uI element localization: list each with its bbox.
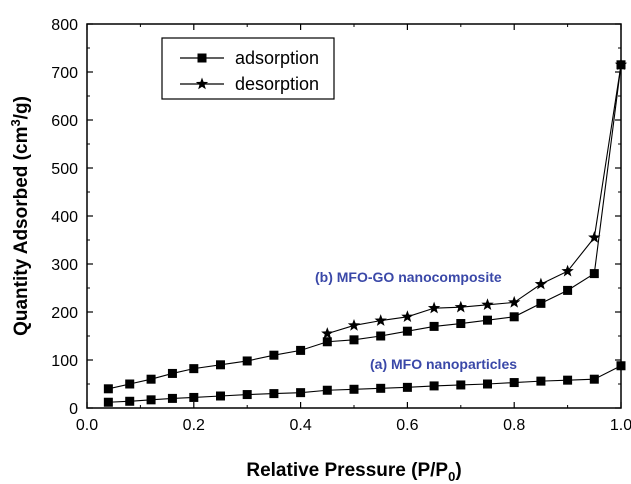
- data-point-desorption: [534, 277, 548, 290]
- data-point-adsorption: [167, 393, 177, 403]
- data-point-adsorption: [103, 397, 113, 407]
- data-point-adsorption: [349, 335, 359, 345]
- y-tick-label: 800: [51, 17, 78, 34]
- data-point-adsorption: [536, 376, 546, 386]
- data-point-desorption: [401, 310, 414, 323]
- legend-marker-adsorption: [197, 53, 207, 63]
- legend-star-shape: [195, 77, 209, 90]
- data-point-adsorption: [456, 319, 466, 329]
- data-point-adsorption: [216, 360, 225, 370]
- data-point-adsorption: [509, 312, 519, 322]
- data-point-adsorption: [456, 380, 466, 390]
- legend-label-desorption: desorption: [235, 74, 319, 94]
- data-point-adsorption: [616, 361, 626, 371]
- y-tick-label: 100: [51, 353, 78, 370]
- data-point-adsorption: [189, 392, 199, 402]
- data-point-adsorption: [483, 315, 492, 325]
- data-point-adsorption: [167, 368, 177, 378]
- y-tick-label: 700: [51, 65, 78, 82]
- legend: adsorption desorption: [161, 37, 335, 100]
- data-point-adsorption: [402, 382, 412, 392]
- x-axis-title: Relative Pressure (P/P0): [246, 460, 461, 484]
- data-point-adsorption: [349, 384, 359, 394]
- data-point-adsorption: [216, 391, 225, 401]
- data-point-adsorption: [146, 374, 156, 384]
- y-axis-title-sup: 3: [8, 119, 23, 126]
- data-point-desorption: [588, 231, 601, 243]
- data-point-adsorption: [242, 390, 252, 400]
- data-point-adsorption: [589, 269, 599, 279]
- data-point-adsorption: [563, 375, 573, 385]
- y-tick-label: 500: [51, 161, 78, 178]
- series-line-adsorption: [108, 64, 622, 390]
- data-point-adsorption: [269, 350, 279, 360]
- data-point-adsorption: [103, 384, 113, 394]
- data-point-desorption: [427, 301, 441, 314]
- y-tick-label: 300: [51, 257, 78, 274]
- annotation-mfo-go: (b) MFO-GO nanocomposite: [315, 269, 502, 285]
- data-point-adsorption: [242, 356, 252, 366]
- x-tick-label: 0.8: [503, 417, 525, 434]
- data-point-adsorption: [296, 388, 306, 398]
- x-tick-label: 0.0: [76, 417, 98, 434]
- data-point-adsorption: [483, 379, 492, 389]
- annotation-mfo: (a) MFO nanoparticles: [370, 356, 517, 372]
- y-tick-label: 0: [69, 401, 78, 418]
- legend-box: [161, 37, 335, 100]
- data-point-adsorption: [589, 374, 599, 384]
- y-axis-title: Quantity Adsorbed (cm3/g): [8, 96, 32, 336]
- data-point-desorption: [454, 300, 467, 313]
- axis-ticks: 0.0 0.2 0.4 0.6 0.8 1.0 0 100 200 300 400 500 600 700…: [51, 17, 631, 434]
- x-axis-title-main: Relative Pressure (P/P: [246, 460, 448, 481]
- y-tick-label: 600: [51, 113, 78, 130]
- data-point-adsorption: [509, 378, 519, 388]
- data-point-desorption: [508, 295, 521, 308]
- data-point-adsorption: [269, 389, 279, 399]
- x-axis-title-sub: 0: [448, 469, 455, 484]
- data-point-adsorption: [376, 383, 386, 393]
- data-point-adsorption: [296, 345, 306, 355]
- data-point-desorption: [481, 298, 494, 311]
- x-tick-label: 0.2: [183, 417, 205, 434]
- y-tick-label: 200: [51, 305, 78, 322]
- data-point-adsorption: [536, 298, 546, 308]
- data-point-adsorption: [322, 385, 332, 395]
- y-axis-title-end: /g): [11, 96, 32, 119]
- data-point-adsorption: [376, 331, 386, 341]
- legend-label-adsorption: adsorption: [235, 48, 319, 68]
- data-point-adsorption: [402, 326, 412, 336]
- y-axis-title-main: Quantity Adsorbed (cm: [11, 127, 32, 336]
- series-layer: [103, 58, 628, 407]
- data-point-adsorption: [429, 321, 439, 331]
- data-point-adsorption: [146, 395, 156, 405]
- data-point-adsorption: [322, 337, 332, 347]
- y-tick-label: 400: [51, 209, 78, 226]
- x-tick-label: 0.4: [289, 417, 311, 434]
- data-point-adsorption: [125, 396, 135, 406]
- data-point-desorption: [561, 264, 574, 277]
- x-tick-label: 1.0: [610, 417, 631, 434]
- data-point-desorption: [374, 314, 387, 326]
- data-point-desorption: [347, 318, 361, 331]
- legend-marker-desorption: [195, 77, 209, 90]
- data-point-desorption: [614, 58, 628, 71]
- x-tick-label: 0.6: [396, 417, 418, 434]
- data-point-adsorption: [429, 381, 439, 391]
- data-point-adsorption: [189, 364, 199, 374]
- series-line-desorption: [327, 64, 622, 335]
- data-point-adsorption: [563, 285, 573, 295]
- x-axis-title-end: ): [455, 460, 461, 481]
- data-point-desorption: [321, 327, 334, 339]
- data-point-adsorption: [125, 379, 135, 389]
